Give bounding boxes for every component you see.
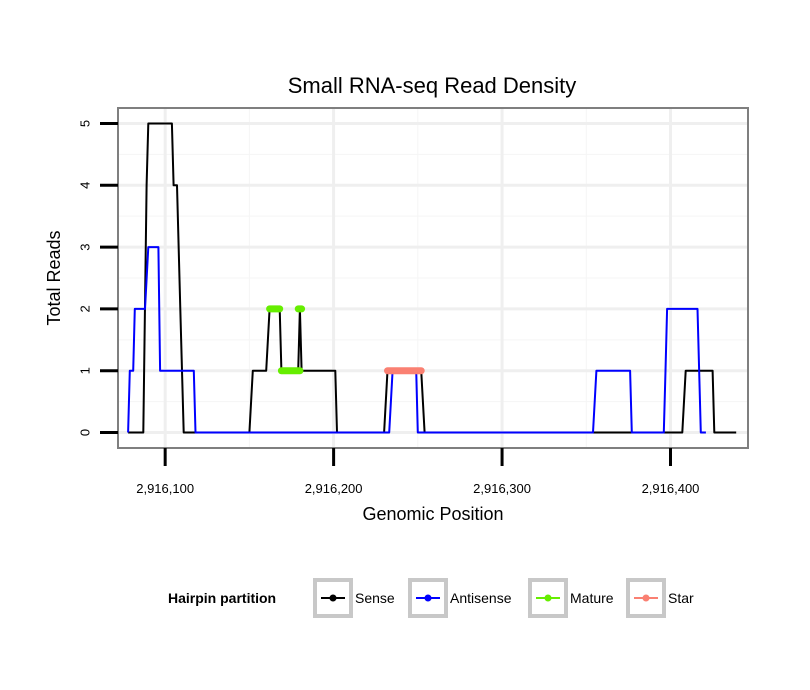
legend-key-dot [424, 594, 432, 602]
y-tick-label: 4 [78, 182, 93, 189]
legend-label-antisense: Antisense [450, 590, 512, 606]
y-tick-label: 3 [78, 243, 93, 250]
legend-title: Hairpin partition [168, 590, 276, 606]
series-layer [127, 122, 737, 434]
y-tick-label: 5 [78, 120, 93, 127]
legend-label-sense: Sense [355, 590, 395, 606]
y-tick-label: 2 [78, 305, 93, 312]
x-tick-label: 2,916,300 [473, 481, 531, 496]
x-axis-title: Genomic Position [362, 504, 503, 524]
y-axis-title: Total Reads [44, 230, 64, 325]
legend-key-dot [544, 594, 552, 602]
legend-label-star: Star [668, 590, 694, 606]
gridlines [118, 108, 748, 448]
axes: 2,916,100 2,916,200 2,916,300 2,916,400 0 1 2 3… [78, 120, 700, 496]
x-tick-label: 2,916,100 [136, 481, 194, 496]
legend-key-dot [642, 594, 650, 602]
series-line-antisense [127, 246, 706, 434]
legend: Hairpin partition Sense Antisense Mature St… [168, 578, 694, 618]
x-tick-label: 2,916,400 [642, 481, 700, 496]
legend-label-mature: Mature [570, 590, 614, 606]
y-tick-label: 0 [78, 429, 93, 436]
y-tick-label: 1 [78, 367, 93, 374]
legend-key-dot [329, 594, 337, 602]
plot-border [117, 107, 749, 449]
x-tick-label: 2,916,200 [305, 481, 363, 496]
chart-title: Small RNA-seq Read Density [288, 73, 577, 98]
